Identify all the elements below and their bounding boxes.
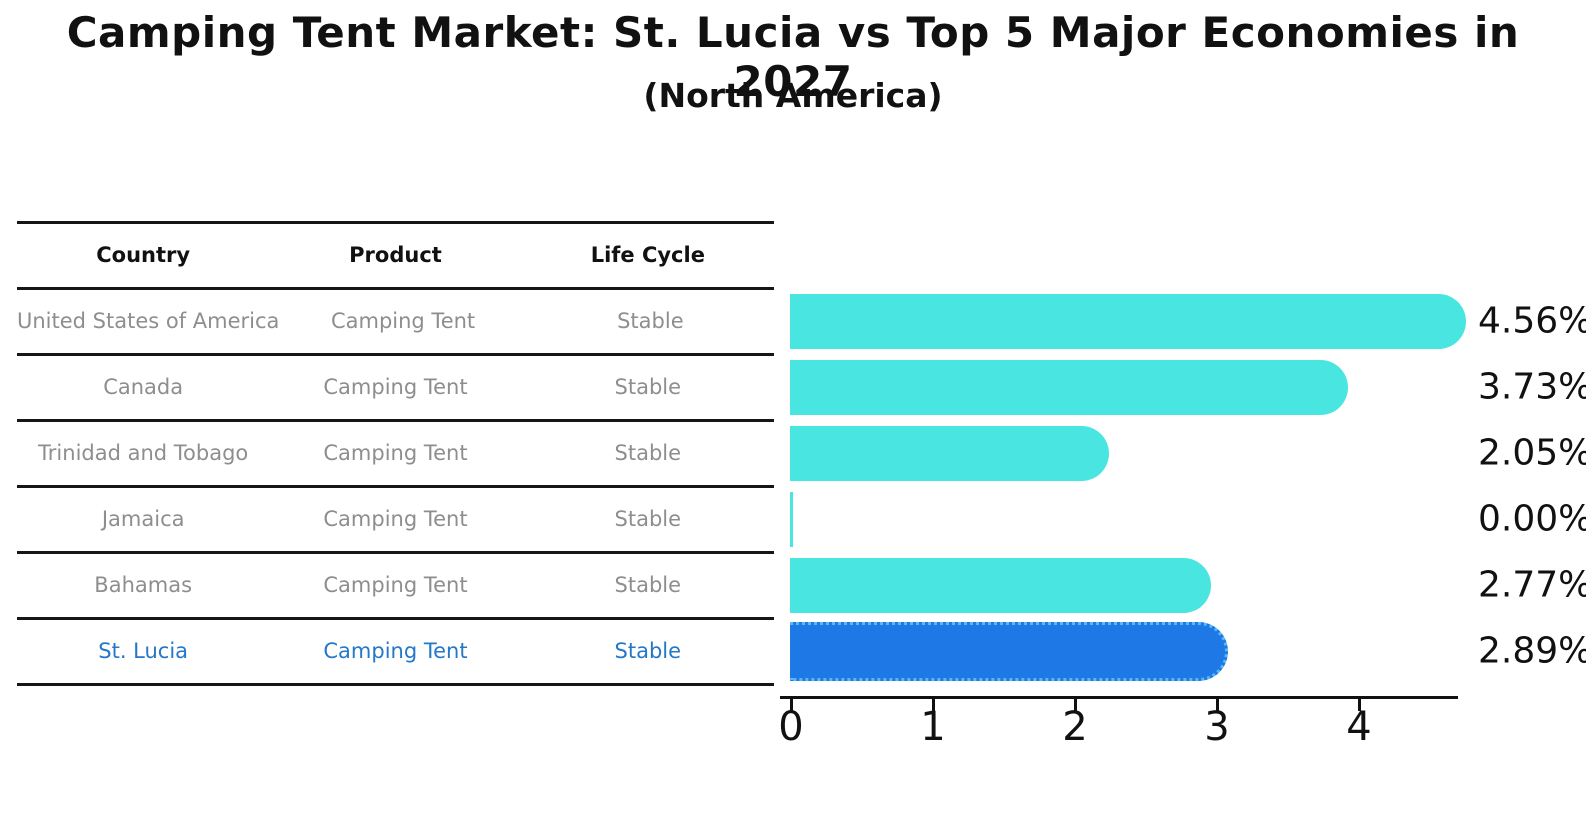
table-rule	[17, 617, 774, 620]
cell-country: Bahamas	[94, 573, 193, 597]
table-row: St. Lucia Camping Tent Stable	[17, 618, 774, 684]
bar-value-label: 4.56%	[1478, 300, 1586, 342]
x-axis-tick	[790, 699, 793, 711]
table-row: Bahamas Camping Tent Stable	[17, 552, 774, 618]
cell-country: Jamaica	[101, 507, 185, 531]
table-rule	[17, 353, 774, 356]
x-axis-tick	[1074, 699, 1077, 711]
table-row: Jamaica Camping Tent Stable	[17, 486, 774, 552]
table-rule	[17, 419, 774, 422]
table-rule	[17, 287, 774, 290]
table-header-row: Country Product Life Cycle	[17, 222, 774, 288]
cell-country: United States of America	[17, 309, 280, 333]
col-header-life-cycle: Life Cycle	[590, 243, 705, 267]
bar	[790, 491, 793, 547]
cell-product: Camping Tent	[323, 507, 468, 531]
x-axis-tick-label: 3	[1204, 704, 1230, 750]
cell-life-cycle: Stable	[614, 375, 682, 399]
bar	[790, 293, 1466, 349]
bar-value-label: 2.05%	[1478, 432, 1586, 474]
cell-life-cycle: Stable	[614, 441, 682, 465]
x-axis-tick-label: 1	[920, 704, 946, 750]
cell-product: Camping Tent	[323, 573, 468, 597]
x-axis-tick	[932, 699, 935, 711]
table-row: Trinidad and Tobago Camping Tent Stable	[17, 420, 774, 486]
col-header-country: Country	[96, 243, 191, 267]
col-header-product: Product	[349, 243, 442, 267]
chart-subtitle: (North America)	[643, 76, 943, 115]
cell-product: Camping Tent	[323, 375, 468, 399]
bar-value-label: 2.77%	[1478, 564, 1586, 606]
cell-life-cycle: Stable	[617, 309, 684, 333]
x-axis-tick	[1358, 699, 1361, 711]
table-row: United States of America Camping Tent Stab…	[17, 288, 774, 354]
bar-value-label: 3.73%	[1478, 366, 1586, 408]
x-axis-tick-label: 4	[1346, 704, 1372, 750]
table-rule	[17, 551, 774, 554]
bar	[790, 557, 1211, 613]
chart-title: Camping Tent Market: St. Lucia vs Top 5 …	[66, 8, 1520, 106]
table-rule	[17, 485, 774, 488]
bar-highlight	[790, 621, 1228, 681]
cell-life-cycle: Stable	[614, 639, 682, 663]
x-axis-tick-label: 0	[778, 704, 804, 750]
cell-country: Trinidad and Tobago	[38, 441, 249, 465]
bar	[790, 359, 1348, 415]
bar-value-label: 2.89%	[1478, 630, 1586, 672]
table-row: Canada Camping Tent Stable	[17, 354, 774, 420]
bar	[790, 425, 1109, 481]
x-axis-tick	[1216, 699, 1219, 711]
bar-value-label: 0.00%	[1478, 498, 1586, 540]
table-rule	[17, 221, 774, 224]
cell-life-cycle: Stable	[614, 573, 682, 597]
cell-life-cycle: Stable	[614, 507, 682, 531]
cell-product: Camping Tent	[323, 639, 468, 663]
cell-country: St. Lucia	[98, 639, 189, 663]
cell-country: Canada	[103, 375, 184, 399]
cell-product: Camping Tent	[330, 309, 476, 333]
cell-product: Camping Tent	[323, 441, 468, 465]
table-rule	[17, 683, 774, 686]
x-axis-line	[780, 696, 1458, 699]
x-axis-tick-label: 2	[1062, 704, 1088, 750]
